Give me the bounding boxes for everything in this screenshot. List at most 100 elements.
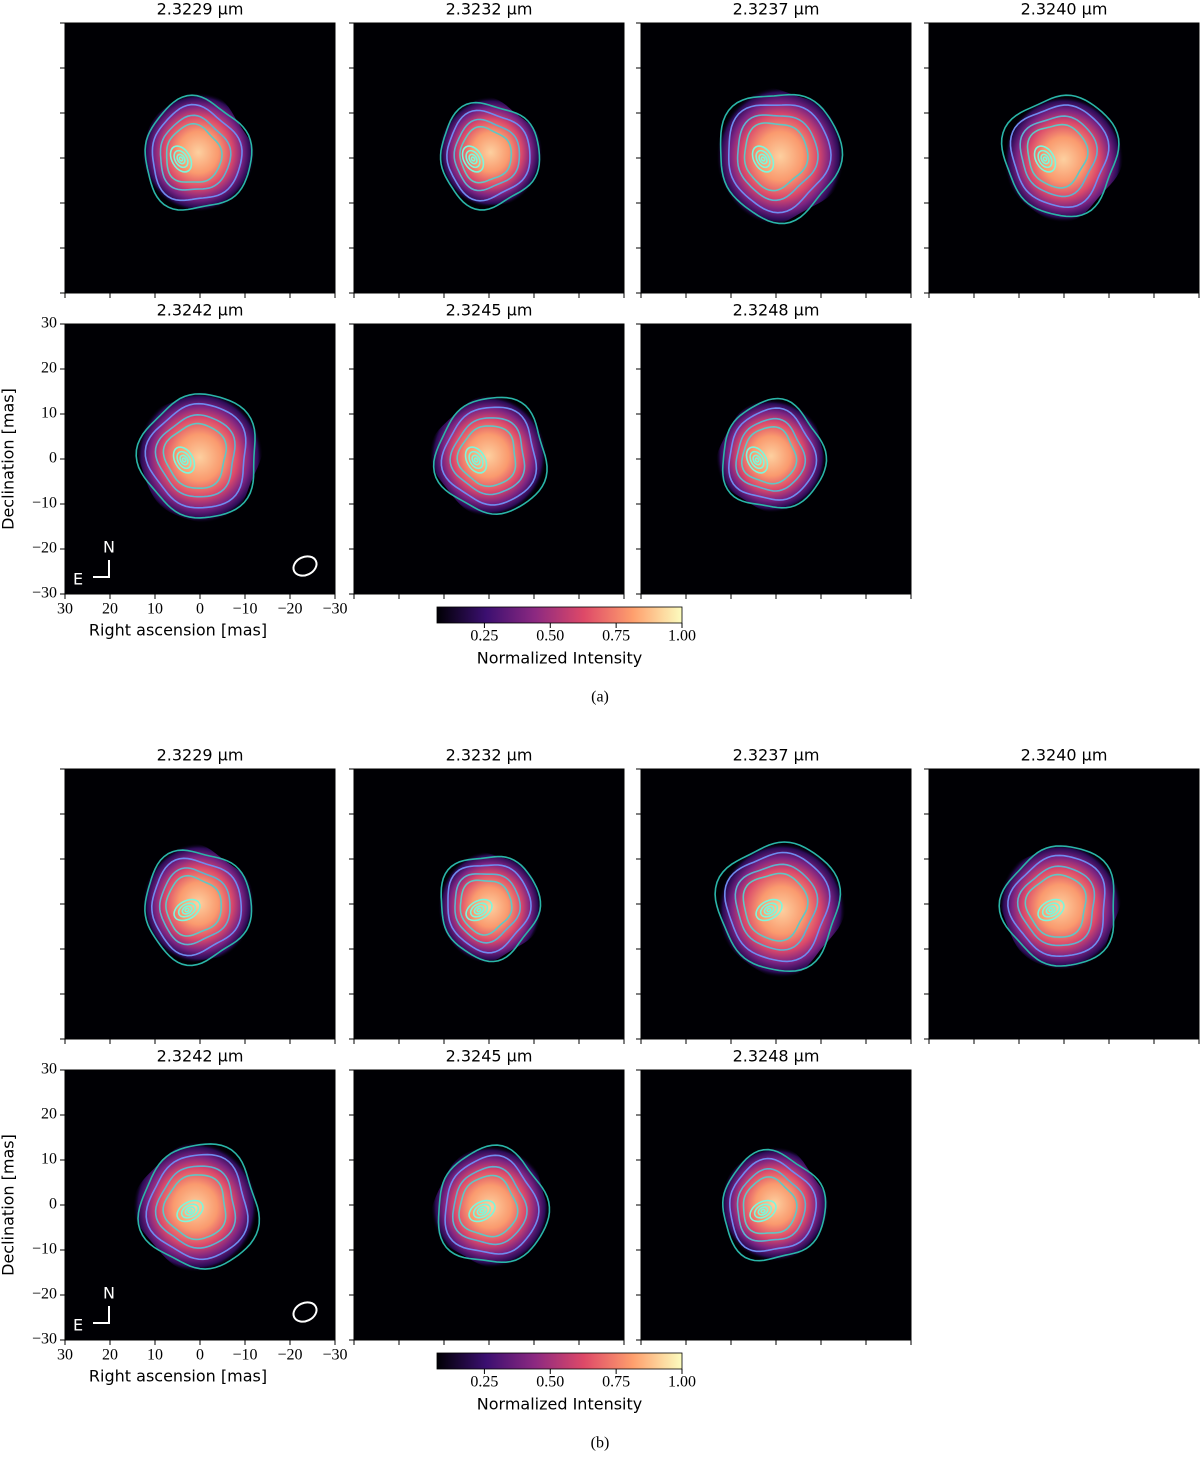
- x-tick-label: −10: [232, 1347, 257, 1364]
- y-tick-label: 30: [41, 315, 57, 332]
- colorbar-tick-label: 0.25: [470, 1374, 498, 1391]
- contour: [727, 407, 818, 501]
- peak-contour: [1037, 149, 1053, 169]
- peak-contour: [468, 1199, 496, 1223]
- contour: [154, 413, 236, 498]
- caption: (a): [591, 689, 609, 706]
- colorbar-tick-label: 0.75: [602, 628, 630, 645]
- y-tick-label: 30: [41, 1061, 57, 1078]
- contour: [458, 1174, 519, 1238]
- contour: [447, 864, 532, 954]
- peak-contour: [749, 1199, 777, 1223]
- peak-contour: [468, 450, 484, 470]
- contour: [1024, 873, 1087, 938]
- panel-title: 2.3240 μm: [1021, 746, 1108, 765]
- peak-contour: [187, 1208, 193, 1214]
- intensity-map: [715, 399, 827, 513]
- peak-contour: [465, 898, 493, 922]
- contour: [728, 104, 832, 214]
- peak-contour: [476, 1206, 488, 1216]
- colorbar-tick-label: 1.00: [668, 628, 696, 645]
- contour: [743, 122, 809, 192]
- peak-contour: [181, 457, 187, 463]
- panel-title: 2.3242 μm: [157, 1047, 244, 1066]
- x-axis-label: Right ascension [mas]: [89, 621, 267, 640]
- peak-contour: [763, 905, 775, 915]
- peak-contour: [176, 450, 192, 470]
- contour: [714, 841, 842, 973]
- peak-contour: [745, 446, 769, 474]
- contour: [453, 118, 521, 192]
- peak-contour: [766, 907, 772, 913]
- contour: [1019, 115, 1098, 198]
- colorbar-label: Normalized Intensity: [477, 1395, 642, 1414]
- peak-contour: [180, 1203, 200, 1219]
- contour: [454, 873, 522, 944]
- panel-title: 2.3242 μm: [157, 301, 244, 320]
- panel-title: 2.3245 μm: [446, 301, 533, 320]
- colorbar-tick-label: 0.75: [602, 1374, 630, 1391]
- contour: [162, 1174, 227, 1241]
- peak-contour: [461, 145, 485, 173]
- x-tick-label: 20: [102, 1347, 118, 1364]
- compass-arrows: [93, 1306, 110, 1324]
- x-tick-label: 30: [57, 601, 73, 618]
- y-tick-label: −30: [32, 1331, 57, 1348]
- contour: [735, 417, 807, 492]
- peak-contour: [758, 153, 768, 165]
- compass-arrows: [93, 560, 110, 578]
- intensity-map: [998, 843, 1122, 971]
- peak-contour: [179, 454, 189, 466]
- peak-contour: [479, 1208, 485, 1214]
- contour: [162, 422, 228, 489]
- panel-title: 2.3248 μm: [733, 301, 820, 320]
- contour: [165, 122, 223, 183]
- panel-title: 2.3237 μm: [733, 746, 820, 765]
- x-tick-label: 10: [147, 1347, 163, 1364]
- intensity-map: [141, 92, 256, 212]
- y-axis-label: Declination [mas]: [0, 388, 18, 530]
- x-tick-label: −20: [277, 1347, 302, 1364]
- y-tick-label: 10: [41, 405, 57, 422]
- panel-title: 2.3240 μm: [1021, 0, 1108, 19]
- x-tick-label: −20: [277, 601, 302, 618]
- peak-contour: [752, 454, 762, 466]
- peak-contour: [176, 153, 186, 165]
- contour: [449, 417, 526, 496]
- peak-contour: [173, 149, 189, 169]
- contour: [728, 1157, 818, 1253]
- contour: [444, 1154, 540, 1255]
- contour: [440, 855, 542, 963]
- peak-contour: [753, 1203, 773, 1219]
- peak-contour: [1040, 153, 1050, 165]
- intensity-map: [716, 86, 844, 226]
- panel-title: 2.3229 μm: [157, 0, 244, 19]
- colorbar-tick-label: 1.00: [668, 1374, 696, 1391]
- contour: [1007, 854, 1106, 958]
- compass-north: N: [103, 538, 115, 557]
- peak-contour: [169, 145, 193, 173]
- y-axis-label: Declination [mas]: [0, 1134, 18, 1276]
- peak-contour: [178, 156, 184, 162]
- contour: [151, 103, 243, 202]
- peak-contour: [473, 905, 485, 915]
- intensity-map: [429, 394, 547, 517]
- caption: (b): [591, 1435, 610, 1452]
- peak-contour: [172, 446, 196, 474]
- colorbar-label: Normalized Intensity: [477, 649, 642, 668]
- contour: [1016, 865, 1096, 947]
- peak-contour: [464, 446, 488, 474]
- intensity-map: [136, 391, 264, 524]
- y-tick-label: 20: [41, 1106, 57, 1123]
- y-tick-label: −20: [32, 1286, 57, 1303]
- panel-title: 2.3237 μm: [733, 0, 820, 19]
- peak-contour: [760, 1208, 766, 1214]
- contour: [456, 425, 517, 488]
- y-tick-label: −10: [32, 1241, 57, 1258]
- peak-contour: [1048, 907, 1054, 913]
- beam: [292, 555, 318, 577]
- peak-contour: [465, 149, 481, 169]
- x-tick-label: 30: [57, 1347, 73, 1364]
- peak-contour: [749, 450, 765, 470]
- contour: [742, 1176, 798, 1235]
